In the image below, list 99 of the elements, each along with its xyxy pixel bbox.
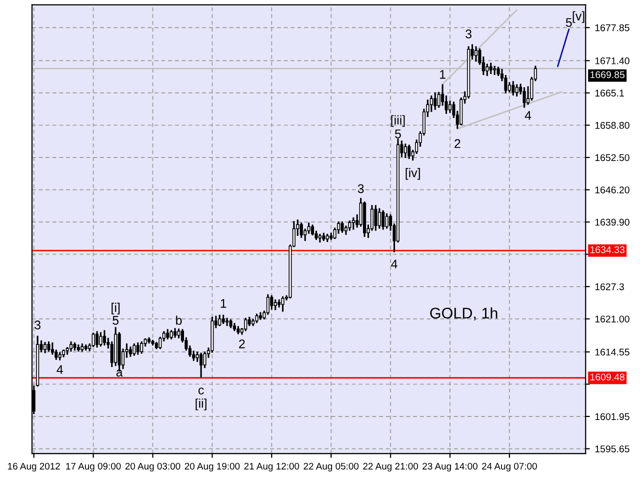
candlestick [270,294,274,310]
x-tick-label: 16 Aug 2012 [8,462,60,472]
annotation: 5 [566,18,572,27]
candlestick [340,220,344,234]
candlestick [508,81,511,94]
annotation: [i] [112,302,120,314]
candlestick [196,350,199,363]
y-tick-label: 1646.20 [595,186,630,194]
ref-line-label: 1609.48 [590,374,624,380]
candlestick [493,65,496,76]
annotation: 5 [112,316,119,325]
annotation: [iv] [406,168,420,180]
candlestick [448,100,452,114]
y-tick-label: 1639.90 [595,218,630,226]
annotation: 4 [56,365,63,374]
candlestick [248,316,251,327]
candlestick [192,350,196,362]
candlestick [218,314,222,327]
x-tick-label: 20 Aug 03:00 [125,462,180,472]
annotation: [ii] [196,398,206,410]
candlestick [244,317,248,332]
x-tick-label: 22 Aug 21:00 [363,462,418,472]
candlestick [378,207,381,230]
candlestick [222,314,225,325]
x-tick-label: 21 Aug 12:00 [244,462,300,472]
candlestick [344,224,348,236]
candlestick [274,298,277,311]
y-tick-label: 1652.50 [595,154,630,162]
annotation: [iii] [391,115,405,127]
annotation: 4 [524,111,532,120]
y-tick-label: 1614.55 [595,348,630,356]
x-tick-label: 24 Aug 07:00 [482,462,537,472]
candlestick [170,329,173,340]
candlestick [385,212,388,230]
candlestick [515,83,518,98]
candlestick [404,142,407,159]
annotation: a [116,370,123,377]
x-tick-label: 23 Aug 14:00 [422,462,478,472]
candlestick [132,342,136,357]
y-tick-label: 1677.85 [595,24,630,32]
annotation: 3 [466,30,472,38]
candlestick [102,329,106,346]
y-tick-label: 1671.40 [595,57,630,64]
candlestick [174,327,177,339]
candlestick [486,62,489,77]
candlestick [522,86,526,109]
candlestick [99,331,102,348]
y-tick-label: 1621.00 [595,316,630,322]
candlestick [310,224,314,236]
candlestick [255,312,258,324]
candlestick [258,311,262,321]
candlestick [43,341,47,354]
y-tick-label: 1665.1 [595,90,624,97]
candlestick [382,209,385,230]
annotation: 3 [34,320,40,330]
candlestick [128,346,132,358]
annotation: 2 [239,339,245,348]
candlestick [408,144,411,160]
annotation: c [198,388,204,394]
candlestick [336,220,340,235]
x-tick-label: 22 Aug 05:00 [304,462,359,472]
annotation: 1 [440,70,446,79]
annotation: 4 [391,260,398,268]
y-tick-label: 1658.80 [595,122,630,129]
y-tick-label: 1627.3 [595,283,624,290]
candlestick [300,222,303,239]
y-tick-label: 1601.95 [595,413,630,420]
candlestick [266,294,270,316]
ref-line-label: 1634.33 [590,246,624,254]
candlestick [92,332,95,348]
candlestick [352,216,355,230]
candlestick [374,204,378,232]
annotation: b [176,316,182,325]
candlestick [177,328,180,340]
annotation: 2 [454,139,460,148]
candlestick [136,342,140,356]
ref-line-label: 1669.85 [590,71,624,78]
candlestick [348,220,352,232]
candlestick [281,296,284,312]
annotation: 1 [220,299,226,308]
annotation: 3 [358,184,364,194]
y-tick-label: 1595.65 [595,445,630,452]
annotation: 5 [394,130,401,138]
candlestick [69,340,73,352]
annotation: GOLD, 1h [430,307,498,320]
candlestick [434,92,437,111]
candlestick [200,352,203,379]
candlestick [166,328,170,340]
candlestick [95,330,99,348]
x-tick-label: 17 Aug 09:00 [66,462,121,472]
x-tick-label: 20 Aug 19:00 [184,462,240,472]
candlestick [430,94,433,113]
candlestick [47,340,50,352]
candlestick [512,80,515,96]
annotation: [v] [572,11,584,23]
candlestick [496,66,500,77]
candlestick [474,46,478,62]
candlestick [140,340,144,354]
candlestick [489,62,492,75]
